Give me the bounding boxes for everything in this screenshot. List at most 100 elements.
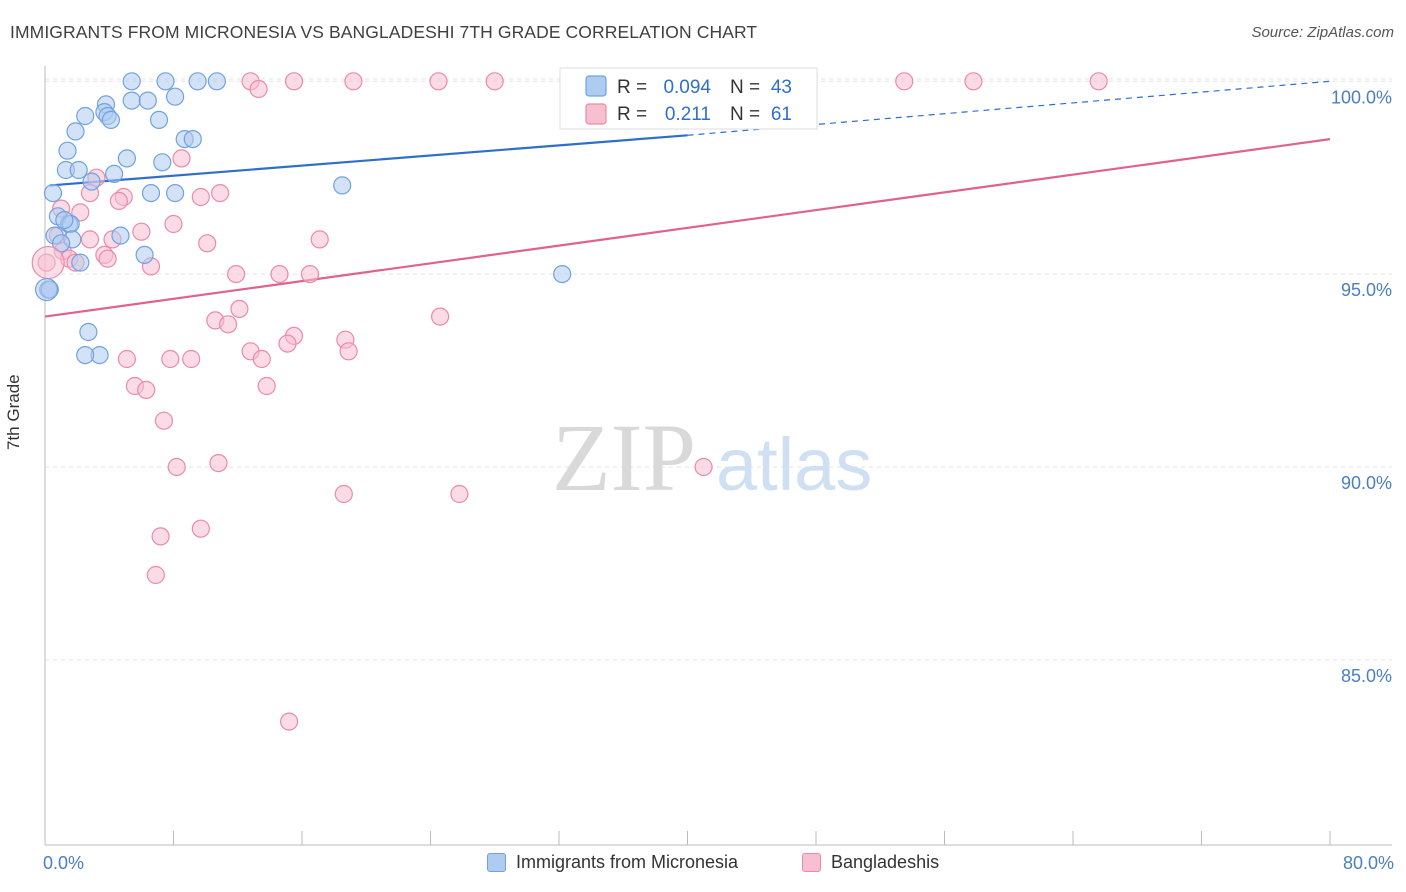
source-label: Source: ZipAtlas.com [1251, 24, 1394, 41]
stats-legend: R = 0.094 N = 43 R = 0.211 N = 61 [559, 67, 818, 130]
trend-lines [44, 80, 1331, 318]
point-micronesia [111, 226, 130, 245]
y-tick-label: 95.0% [1341, 280, 1392, 300]
point-bangladeshis [117, 349, 137, 369]
point-bangladeshis [98, 249, 117, 268]
point-micronesia [104, 164, 124, 183]
y-tick-label: 100.0% [1331, 87, 1392, 107]
point-bangladeshis [431, 307, 450, 326]
point-bangladeshis [154, 411, 173, 430]
tick-labels: 85.0% 90.0% 95.0% 100.0% 0.0% 80.0% [43, 87, 1394, 873]
legend-swatch-micronesia [585, 75, 607, 97]
y-tick-label: 90.0% [1341, 473, 1392, 493]
point-micronesia [43, 184, 63, 203]
point-micronesia [122, 91, 141, 110]
point-micronesia [166, 184, 185, 203]
x-tick-label: 0.0% [43, 853, 84, 873]
trend-line-micronesia-extension [687, 80, 1331, 136]
legend-label-micronesia: Immigrants from Micronesia [516, 852, 739, 872]
watermark-zip: ZIP [552, 404, 696, 511]
point-micronesia [153, 153, 172, 172]
point-bangladeshis [172, 149, 191, 168]
point-bangladeshis [164, 214, 183, 234]
point-bangladeshis [31, 245, 65, 280]
point-micronesia [69, 160, 88, 180]
point-bangladeshis [167, 457, 186, 477]
point-bangladeshis [146, 565, 165, 585]
x-tick-label: 80.0% [1343, 853, 1394, 873]
point-micronesia [122, 72, 141, 91]
trend-line-bangladeshis [44, 138, 1331, 318]
point-bangladeshis [429, 72, 448, 91]
point-bangladeshis [1089, 72, 1108, 91]
point-bangladeshis [344, 72, 363, 91]
legend-label-bangladeshis: Bangladeshis [831, 852, 940, 872]
point-micronesia [51, 234, 71, 253]
point-bangladeshis [450, 484, 469, 504]
point-micronesia [79, 322, 98, 342]
swatch-bangladeshis [802, 853, 821, 872]
point-bangladeshis [182, 349, 201, 369]
chart-title: IMMIGRANTS FROM MICRONESIA VS BANGLADESH… [10, 22, 758, 42]
point-micronesia [71, 253, 90, 272]
point-bangladeshis [109, 191, 129, 210]
point-bangladeshis [270, 265, 289, 284]
legend-r-label: R = [617, 77, 647, 98]
y-tick-label: 85.0% [1341, 666, 1392, 686]
point-micronesia [76, 346, 95, 365]
legend-n-value: 61 [771, 104, 792, 125]
legend-item-bangladeshis[interactable]: Bangladeshis [802, 852, 939, 873]
point-micronesia [553, 265, 572, 284]
point-bangladeshis [300, 265, 320, 284]
trend-line-micronesia [49, 134, 688, 187]
data-points [31, 72, 1108, 731]
point-micronesia [141, 184, 161, 203]
point-bangladeshis [230, 299, 249, 318]
point-micronesia [66, 122, 85, 141]
point-bangladeshis [209, 454, 228, 473]
point-micronesia [76, 106, 95, 126]
point-micronesia [183, 130, 202, 149]
point-bangladeshis [339, 342, 358, 361]
point-micronesia [149, 110, 169, 130]
point-micronesia [55, 211, 74, 230]
point-bangladeshis [227, 265, 246, 284]
point-micronesia [35, 277, 59, 302]
point-micronesia [135, 245, 154, 264]
point-micronesia [333, 176, 352, 195]
legend-r-label: R = [617, 104, 647, 125]
legend-swatch-bangladeshis [585, 103, 607, 125]
point-bangladeshis [895, 72, 914, 91]
point-bangladeshis [249, 79, 268, 99]
point-bangladeshis [80, 230, 100, 249]
point-micronesia [207, 72, 226, 91]
legend-n-label: N = [730, 104, 760, 125]
point-micronesia [166, 87, 185, 106]
point-bangladeshis [137, 380, 156, 399]
point-bangladeshis [284, 72, 304, 91]
legend-item-micronesia[interactable]: Immigrants from Micronesia [487, 852, 738, 873]
point-bangladeshis [132, 222, 151, 241]
watermark-atlas: atlas [716, 423, 872, 506]
point-bangladeshis [252, 349, 271, 369]
legend-n-value: 43 [771, 77, 792, 98]
point-micronesia [138, 91, 157, 110]
point-bangladeshis [191, 187, 210, 207]
point-bangladeshis [310, 230, 329, 249]
point-bangladeshis [334, 484, 353, 504]
point-bangladeshis [964, 72, 983, 91]
point-micronesia [82, 172, 101, 191]
gridlines [45, 78, 1392, 661]
point-micronesia [101, 110, 121, 130]
point-bangladeshis [280, 712, 299, 731]
point-bangladeshis [211, 184, 230, 203]
point-bangladeshis [191, 519, 210, 538]
legend-r-value: 0.211 [665, 104, 711, 125]
point-bangladeshis [219, 315, 238, 334]
watermark: ZIP atlas [552, 404, 872, 511]
point-bangladeshis [278, 334, 297, 353]
point-bangladeshis [198, 234, 217, 253]
point-micronesia [58, 141, 77, 160]
series-legend: Immigrants from Micronesia Bangladeshis [0, 852, 1406, 880]
point-micronesia [117, 149, 137, 168]
